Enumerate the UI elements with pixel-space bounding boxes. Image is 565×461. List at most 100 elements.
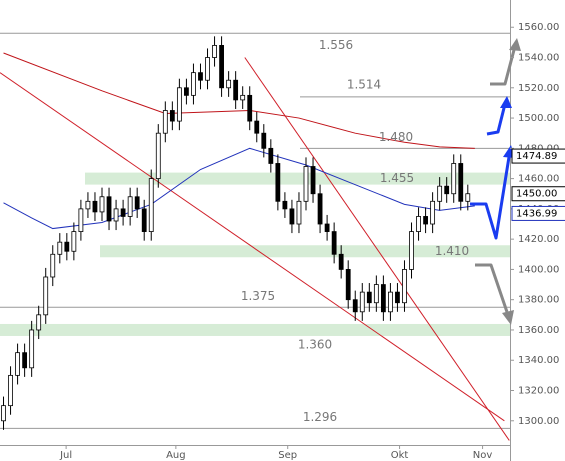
candle-body [296,200,302,225]
candle-body [465,193,471,202]
arrow-head [502,310,514,325]
arrow [490,49,516,86]
y-tick-label: 1540.00 [518,53,559,64]
candle-body [92,200,98,213]
candle-body [57,241,63,255]
candle-body [191,72,196,96]
price-tag [511,186,565,202]
candle-body [36,314,42,331]
y-tick-label: 1360.00 [518,325,559,336]
arrow [470,156,511,240]
candle-body [324,223,330,232]
candle-body [289,208,295,225]
y-tick-label: 1500.00 [518,113,559,124]
candle-body [120,208,126,217]
price-tag [511,148,565,164]
y-tick-label: 1520.00 [518,83,559,94]
x-tick-label: Nov [473,450,493,461]
candle-body [22,352,28,369]
candle-body [275,163,281,202]
level-label: 1.480 [379,130,413,144]
candle-body [148,178,154,232]
candle-body [395,291,400,304]
price-tag [511,205,565,221]
level-band [100,245,510,258]
trend-line [0,72,505,422]
candle-body [261,132,267,149]
candle-body [430,200,436,225]
candle-body [233,79,239,101]
candle-body [437,185,443,202]
candle-body [1,405,6,422]
candle-body [310,166,316,195]
candle-body [444,185,450,195]
candle-body [373,284,379,304]
arrow [475,263,509,313]
candle-body [212,45,217,58]
candle-body [106,196,112,222]
x-tick-label: Aug [166,450,186,461]
candle-body [169,110,175,122]
candle-body [254,120,260,134]
candle-body [458,163,464,202]
level-label: 1.360 [298,337,332,351]
candle-body [345,269,351,301]
trend-line [244,57,510,441]
candle-body [155,132,161,180]
price-tag-label: 1450.00 [516,189,557,200]
candle-body [50,253,56,278]
y-tick-label: 1380.00 [518,295,559,306]
candle-body [317,193,323,225]
x-tick-label: Sep [278,450,297,461]
candle-body [352,299,358,313]
candle-body [162,110,168,134]
candle-body [423,216,428,225]
candle-body [141,208,147,232]
candle-body [409,231,414,270]
level-label: 1.410 [435,244,469,258]
y-tick-label: 1300.00 [518,416,559,427]
candle-body [219,45,224,89]
candle-body [43,276,49,316]
candle-body [127,196,133,217]
y-tick-label: 1400.00 [518,264,559,275]
y-tick-label: 1560.00 [518,22,559,33]
candle-body [268,147,274,164]
y-tick-label: 1460.00 [518,174,559,185]
candle-body [78,208,84,232]
candle-body [15,352,20,376]
candle-body [380,284,386,313]
level-label: 1.514 [347,77,381,91]
candle-body [240,94,246,101]
price-tag-label: 1474.89 [516,151,557,162]
candle-body [85,200,91,210]
moving-average [3,147,475,230]
level-band [0,323,510,336]
candle-body [176,87,182,122]
level-label: 1.296 [303,410,337,424]
candle-body [416,216,421,232]
level-label: 1.556 [319,38,353,52]
level-label: 1.375 [241,289,275,303]
candle-body [247,94,253,122]
candle-body [198,72,203,81]
y-tick-label: 1420.00 [518,234,559,245]
candle-body [29,329,35,369]
price-tag-label: 1436.99 [516,208,557,219]
candle-body [184,87,189,96]
candle-body [303,166,309,202]
candle-body [331,231,337,255]
candle-body [99,196,105,213]
candle-body [388,291,393,313]
moving-average [3,52,475,149]
y-tick-label: 1340.00 [518,355,559,366]
candle-body [282,200,288,210]
candle-body [134,196,140,210]
arrow [486,103,507,136]
candle-body [71,231,77,252]
candle-body [8,374,13,407]
candle-body [113,208,119,222]
candle-body [338,253,344,270]
candle-body [359,291,365,313]
